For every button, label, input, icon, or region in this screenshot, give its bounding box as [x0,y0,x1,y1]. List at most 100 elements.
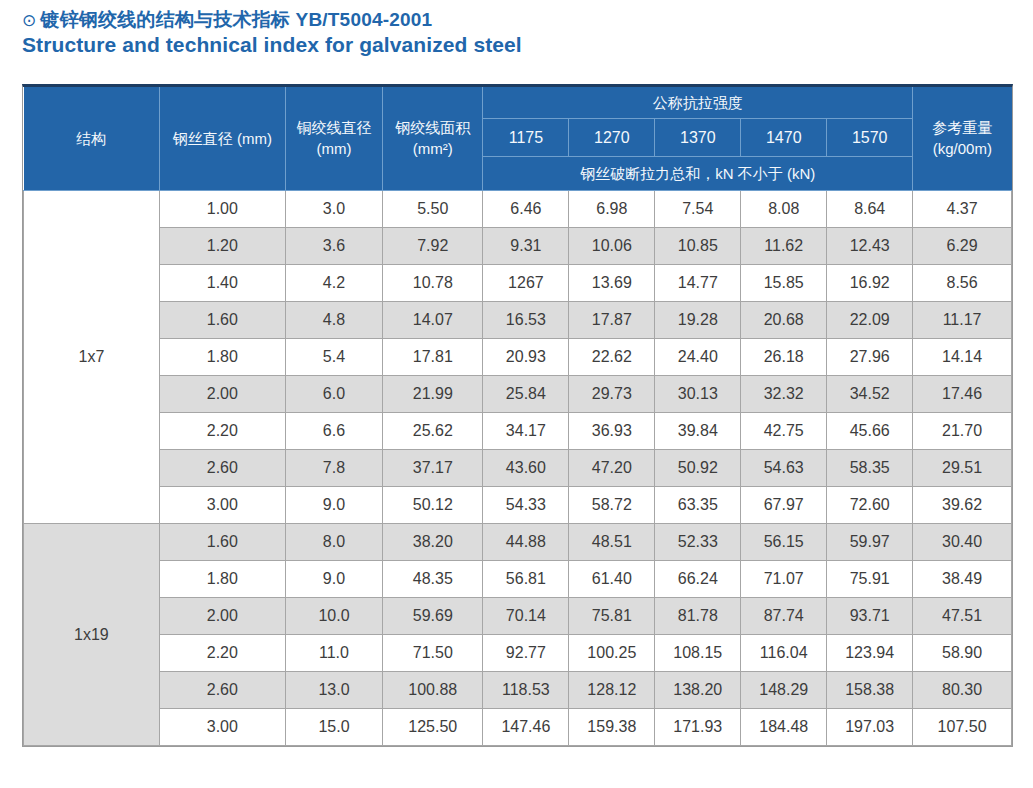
data-cell: 1267 [483,265,569,302]
data-cell: 16.53 [483,302,569,339]
data-cell: 11.62 [741,228,827,265]
data-cell: 45.66 [827,413,913,450]
data-cell: 9.31 [483,228,569,265]
data-cell: 15.85 [741,265,827,302]
header-structure: 结构 [24,87,160,191]
data-cell: 21.99 [383,376,483,413]
data-cell: 58.35 [827,450,913,487]
data-cell: 2.60 [159,672,285,709]
data-cell: 26.18 [741,339,827,376]
data-cell: 11.0 [285,635,382,672]
header-wire-diameter: 钢丝直径 (mm) [159,87,285,191]
page-title-cn: ⊙镀锌钢绞线的结构与技术指标 YB/T5004-2001 [22,8,1013,32]
data-cell: 11.17 [913,302,1012,339]
table-row: 1.404.210.78126713.6914.7715.8516.928.56 [24,265,1012,302]
header-grade-1270: 1270 [569,119,655,157]
data-cell: 16.92 [827,265,913,302]
data-cell: 34.52 [827,376,913,413]
data-cell: 15.0 [285,709,382,746]
data-cell: 107.50 [913,709,1012,746]
header-grade-1175: 1175 [483,119,569,157]
data-cell: 30.40 [913,524,1012,561]
data-cell: 100.25 [569,635,655,672]
data-cell: 9.0 [285,487,382,524]
circled-dot-icon: ⊙ [22,11,36,30]
data-cell: 1.60 [159,302,285,339]
data-cell: 184.48 [741,709,827,746]
data-cell: 92.77 [483,635,569,672]
data-cell: 54.63 [741,450,827,487]
data-cell: 20.93 [483,339,569,376]
data-cell: 6.29 [913,228,1012,265]
data-cell: 24.40 [655,339,741,376]
data-cell: 54.33 [483,487,569,524]
data-cell: 2.20 [159,635,285,672]
data-cell: 21.70 [913,413,1012,450]
data-cell: 19.28 [655,302,741,339]
data-cell: 147.46 [483,709,569,746]
data-cell: 93.71 [827,598,913,635]
data-cell: 27.96 [827,339,913,376]
data-cell: 8.0 [285,524,382,561]
data-cell: 17.46 [913,376,1012,413]
data-cell: 22.09 [827,302,913,339]
header-grade-1470: 1470 [741,119,827,157]
data-cell: 8.56 [913,265,1012,302]
data-cell: 71.50 [383,635,483,672]
data-cell: 44.88 [483,524,569,561]
data-cell: 50.12 [383,487,483,524]
data-cell: 25.62 [383,413,483,450]
data-cell: 1.80 [159,339,285,376]
data-cell: 48.51 [569,524,655,561]
data-cell: 2.00 [159,598,285,635]
data-cell: 20.68 [741,302,827,339]
data-cell: 5.50 [383,191,483,228]
data-cell: 75.91 [827,561,913,598]
data-cell: 2.00 [159,376,285,413]
data-cell: 4.37 [913,191,1012,228]
data-cell: 1.20 [159,228,285,265]
table-row: 2.006.021.9925.8429.7330.1332.3234.5217.… [24,376,1012,413]
header-strand-diameter: 铜绞线直径 (mm) [285,87,382,191]
data-cell: 14.07 [383,302,483,339]
table-row: 3.009.050.1254.3358.7263.3567.9772.6039.… [24,487,1012,524]
header-strand-area: 钢绞线面积 (mm²) [383,87,483,191]
spec-table-head: 结构 钢丝直径 (mm) 铜绞线直径 (mm) 钢绞线面积 (mm²) 公称抗拉… [24,87,1012,191]
data-cell: 47.51 [913,598,1012,635]
data-cell: 25.84 [483,376,569,413]
data-cell: 2.60 [159,450,285,487]
data-cell: 36.93 [569,413,655,450]
data-cell: 56.81 [483,561,569,598]
data-cell: 116.04 [741,635,827,672]
data-cell: 6.0 [285,376,382,413]
table-row: 1x71.003.05.506.466.987.548.088.644.37 [24,191,1012,228]
data-cell: 3.00 [159,487,285,524]
table-row: 2.2011.071.5092.77100.25108.15116.04123.… [24,635,1012,672]
data-cell: 1.00 [159,191,285,228]
data-cell: 80.30 [913,672,1012,709]
data-cell: 148.29 [741,672,827,709]
data-cell: 70.14 [483,598,569,635]
data-cell: 58.72 [569,487,655,524]
data-cell: 56.15 [741,524,827,561]
page-title-en: Structure and technical index for galvan… [22,32,1013,57]
structure-label: 1x19 [24,524,160,746]
page-title-cn-text: 镀锌钢绞线的结构与技术指标 YB/T5004-2001 [40,9,432,30]
data-cell: 10.0 [285,598,382,635]
data-cell: 52.33 [655,524,741,561]
table-row: 2.0010.059.6970.1475.8181.7887.7493.7147… [24,598,1012,635]
data-cell: 75.81 [569,598,655,635]
data-cell: 1.80 [159,561,285,598]
data-cell: 58.90 [913,635,1012,672]
data-cell: 13.0 [285,672,382,709]
spec-table: 结构 钢丝直径 (mm) 铜绞线直径 (mm) 钢绞线面积 (mm²) 公称抗拉… [23,87,1012,747]
data-cell: 125.50 [383,709,483,746]
data-cell: 10.78 [383,265,483,302]
data-cell: 30.13 [655,376,741,413]
data-cell: 14.77 [655,265,741,302]
data-cell: 17.87 [569,302,655,339]
data-cell: 39.84 [655,413,741,450]
data-cell: 72.60 [827,487,913,524]
structure-label: 1x7 [24,191,160,524]
data-cell: 7.92 [383,228,483,265]
